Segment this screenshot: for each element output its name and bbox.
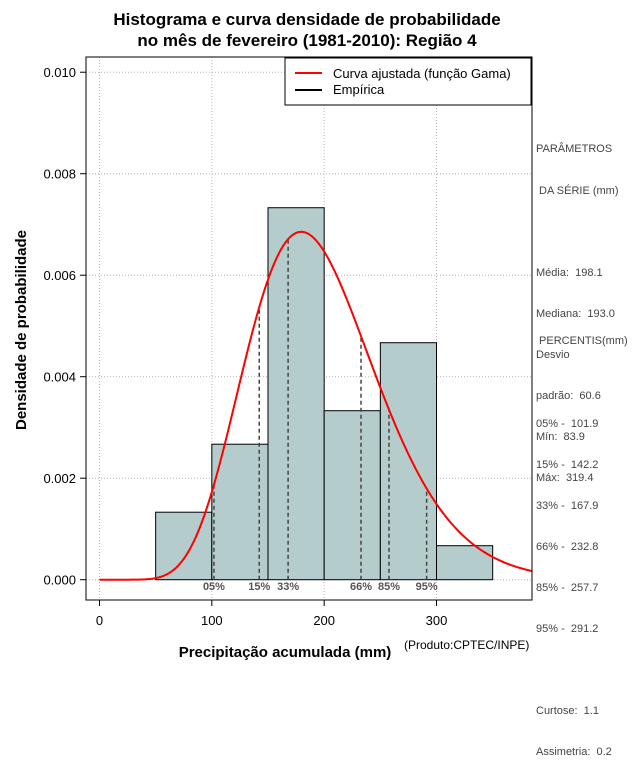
percentiles-header: PERCENTIS(mm)	[536, 335, 628, 348]
x-tick-label: 300	[426, 613, 448, 628]
y-tick-label: 0.006	[43, 268, 76, 283]
histogram-bar	[155, 511, 213, 581]
percentile-label: 33%	[277, 581, 299, 593]
legend: Curva ajustada (função Gama) Empírica	[284, 57, 532, 106]
stat-p05: 05% - 101.9	[536, 417, 599, 430]
y-tick-label: 0.004	[43, 370, 76, 385]
params-header-1: PARÂMETROS	[536, 143, 613, 156]
stat-media: Média: 198.1	[536, 266, 603, 279]
percentile-label: 66%	[350, 581, 372, 593]
percentiles-panel: PERCENTIS(mm) 05% - 101.9 15% - 142.2 33…	[536, 308, 628, 774]
axes: 0 100 200 300 0.000 0.002 0.004 0.006 0.008 0.010	[43, 65, 447, 628]
x-axis-label: Precipitação acumulada (mm)	[179, 644, 392, 660]
y-axis-label: Densidade de probabilidade	[13, 230, 30, 430]
y-tick-label: 0.000	[43, 573, 76, 588]
y-tick-label: 0.008	[43, 167, 76, 182]
stat-p15: 15% - 142.2	[536, 458, 599, 471]
percentile-label: 95%	[416, 581, 438, 593]
histogram-bar	[436, 545, 494, 581]
percentile-label: 05%	[203, 581, 225, 593]
chart-title-line2: no mês de fevereiro (1981-2010): Região …	[137, 31, 477, 50]
x-tick-label: 0	[96, 613, 103, 628]
stat-p85: 85% - 257.7	[536, 582, 599, 595]
credit-text: (Produto:CPTEC/INPE)	[404, 638, 530, 652]
y-tick-label: 0.002	[43, 471, 76, 486]
legend-label-empirica: Empírica	[333, 82, 385, 97]
plot-frame	[85, 56, 533, 601]
legend-box	[284, 57, 532, 106]
stat-assimetria: Assimetria: 0.2	[536, 746, 612, 759]
x-tick-label: 100	[201, 613, 223, 628]
stat-max: Máx: 319.4	[536, 472, 594, 485]
params-header-2: DA SÉRIE (mm)	[536, 184, 619, 197]
stat-p95: 95% - 291.2	[536, 623, 599, 636]
percentile-label: 85%	[378, 581, 400, 593]
percentile-label: 15%	[248, 581, 270, 593]
chart-title-line1: Histograma e curva densidade de probabil…	[113, 10, 500, 29]
gamma-curve	[99, 230, 533, 581]
histogram-bar	[379, 342, 438, 581]
x-tick-label: 200	[313, 613, 335, 628]
stat-curtose: Curtose: 1.1	[536, 705, 599, 718]
y-tick-label: 0.010	[43, 65, 76, 80]
histogram-bars	[155, 207, 494, 581]
stat-desvio-2: padrão: 60.6	[536, 390, 601, 403]
stat-min: Mín: 83.9	[536, 431, 585, 444]
series-parameters: PARÂMETROS DA SÉRIE (mm) Média: 198.1 Me…	[536, 116, 619, 500]
gamma-curve-layer	[99, 230, 533, 581]
histogram-bar	[267, 207, 325, 581]
legend-label-curve: Curva ajustada (função Gama)	[333, 66, 511, 81]
stat-p66: 66% - 232.8	[536, 540, 599, 553]
stat-mediana: Mediana: 193.0	[536, 307, 615, 320]
percentile-lines: 05% 15% 33% 66% 85% 95%	[203, 239, 438, 593]
stat-p33: 33% - 167.9	[536, 499, 599, 512]
histogram-chart: Histograma e curva densidade de probabil…	[13, 10, 533, 660]
stat-desvio-1: Desvio	[536, 348, 570, 361]
histogram-bar	[323, 410, 381, 581]
